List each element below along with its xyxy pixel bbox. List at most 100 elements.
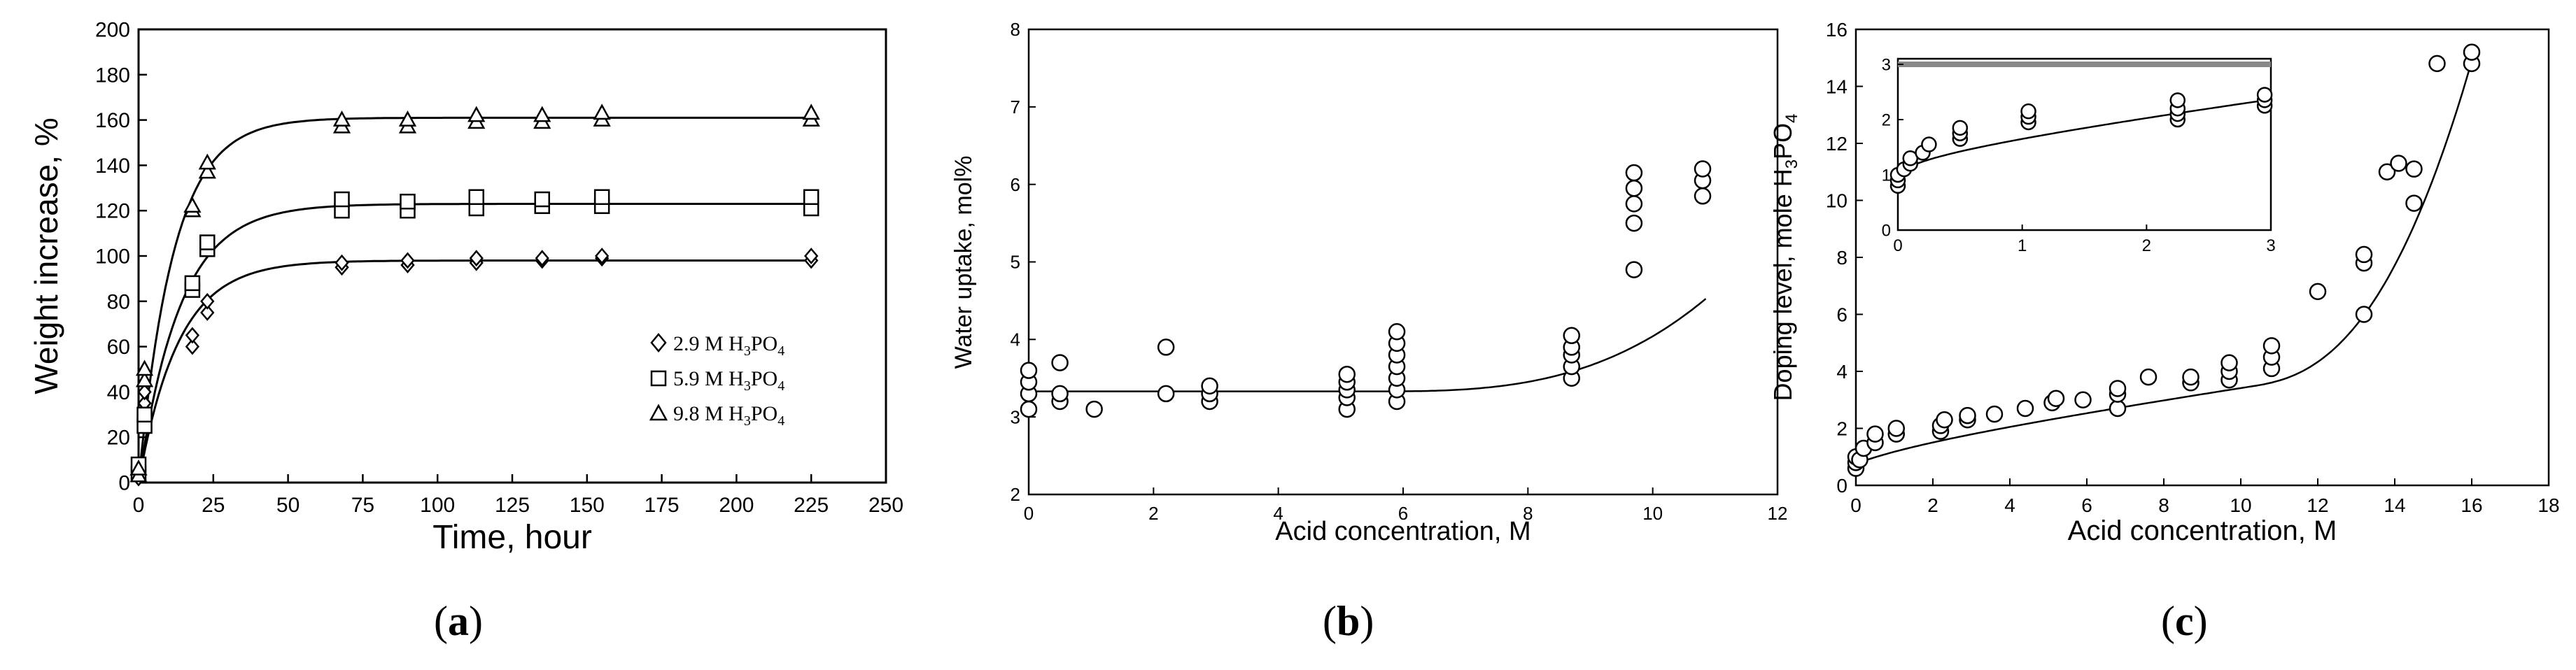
data-point-square [468, 189, 484, 206]
data-point-triangle [398, 111, 417, 127]
panel-c-ylabel: Doping level, mole H3PO4 [1768, 114, 1801, 401]
data-point-circle [1157, 338, 1175, 356]
panel-c-label-letter: c [2175, 598, 2194, 644]
data-point-circle [2109, 380, 2127, 397]
panel-a-ylabel: Weight increase, % [28, 117, 64, 394]
y-tick-label: 80 [107, 290, 130, 313]
panel-c-inset-y-ticks: 0 1 2 3 [1882, 55, 1903, 240]
inset-fit-curve [1896, 99, 2269, 184]
y-tick-label: 10 [1826, 190, 1847, 211]
y-tick-label: 3 [1882, 55, 1891, 74]
data-point-triangle [183, 197, 202, 213]
legend-label-5-9M-main: 5.9 M H [673, 367, 744, 390]
x-tick-label: 125 [495, 494, 530, 517]
x-tick-label: 250 [868, 494, 903, 517]
data-point-circle [1051, 385, 1069, 403]
data-point-circle [1952, 120, 1969, 136]
y-tick-label: 20 [107, 427, 130, 450]
y-tick-label: 4 [1011, 329, 1020, 350]
legend-label-5-9M: 5.9 M H3PO4 [673, 367, 784, 394]
panel-b-xlabel: Acid concentration, M [1275, 517, 1530, 546]
panel-c-inset-points [1889, 87, 2273, 194]
x-tick-label: 50 [276, 494, 300, 517]
panel-c-label-close: ) [2194, 598, 2208, 644]
data-point-circle [2047, 390, 2065, 407]
data-point-circle [2220, 354, 2238, 372]
y-tick-label: 40 [107, 381, 130, 404]
data-point-triangle [135, 359, 154, 376]
data-point-circle [1051, 354, 1069, 371]
x-tick-label: 12 [2307, 494, 2328, 516]
data-point-circle [2169, 92, 2186, 108]
panel-b-label-open: ( [1323, 598, 1337, 644]
x-tick-label: 0 [133, 494, 145, 517]
legend-diamond-marker [650, 333, 667, 352]
fit-curve [1029, 298, 1707, 392]
y-tick-label: 0 [118, 472, 130, 495]
legend-label-9-8M-mid: PO [751, 402, 777, 425]
data-point-circle [1563, 327, 1580, 345]
data-point-square [593, 189, 610, 206]
x-tick-label: 200 [719, 494, 754, 517]
legend-label-5-9M-sub2: 4 [777, 378, 784, 394]
panel-c-label: (c) [2161, 598, 2208, 644]
data-point-diamond [335, 254, 349, 271]
data-point-circle [1625, 179, 1643, 197]
x-tick-label: 18 [2538, 494, 2559, 516]
x-tick-label: 25 [202, 494, 225, 517]
legend-label-9-8M-main: 9.8 M H [673, 402, 744, 425]
x-tick-label: 16 [2461, 494, 2482, 516]
panel-c-inset-frame [1896, 57, 2272, 231]
panel-a-label-open: ( [434, 598, 448, 644]
data-point-circle [1959, 406, 1976, 425]
data-point-circle [1338, 365, 1356, 383]
y-tick-label: 180 [95, 64, 130, 87]
panel-a-fit-curves [137, 116, 812, 483]
y-tick-label: 120 [95, 200, 130, 223]
x-tick-label: 4 [2004, 494, 2015, 516]
panel-b-points [1020, 160, 1712, 418]
y-tick-label: 100 [95, 245, 130, 269]
y-tick-label: 60 [107, 336, 130, 359]
panel-c-ylabel-sub1: 3 [1782, 159, 1801, 169]
x-tick-label: 3 [2266, 236, 2275, 255]
data-point-circle [1085, 400, 1103, 418]
data-point-circle [2109, 399, 2127, 418]
panel-c-fit-curve [1855, 47, 2477, 465]
x-tick-label: 0 [1024, 503, 1034, 524]
y-tick-label: 3 [1011, 406, 1020, 427]
legend-label-2-9M-sub2: 4 [777, 343, 784, 359]
y-tick-label: 2 [1011, 484, 1020, 505]
data-point-circle [1936, 411, 1953, 429]
data-point-diamond [469, 250, 484, 267]
legend-label-2-9M-sub1: 3 [744, 343, 751, 359]
y-tick-label: 0 [1882, 221, 1891, 240]
data-point-diamond [400, 252, 415, 269]
data-point-circle [2074, 391, 2092, 408]
panel-c-ylabel-main: Doping level, mole H [1768, 169, 1797, 401]
x-tick-label: 8 [1523, 503, 1533, 524]
fit-curve [137, 116, 812, 483]
panel-c-inset-fit-curve [1896, 99, 2269, 184]
panel-a-label-close: ) [469, 598, 483, 644]
x-tick-label: 2 [1148, 503, 1158, 524]
y-tick-label: 4 [1836, 361, 1847, 383]
data-point-circle [1625, 261, 1643, 278]
data-point-triangle [198, 162, 216, 179]
x-tick-label: 75 [351, 494, 374, 517]
data-point-diamond [535, 250, 549, 267]
y-tick-label: 200 [95, 19, 130, 42]
data-point-circle [2428, 55, 2446, 73]
data-point-circle [2463, 43, 2481, 61]
data-point-square [199, 234, 216, 250]
data-point-circle [2309, 283, 2327, 301]
panel-a-legend: 2.9 M H3PO4 5.9 M H3PO4 9.8 M H3PO4 [649, 332, 784, 429]
y-tick-label: 2 [1882, 111, 1891, 129]
data-point-circle [1388, 323, 1406, 341]
data-point-square [136, 406, 153, 423]
x-tick-label: 175 [645, 494, 680, 517]
panel-b-label-close: ) [1360, 598, 1374, 644]
data-point-circle [2016, 399, 2034, 418]
panel-c-label-open: ( [2161, 598, 2175, 644]
